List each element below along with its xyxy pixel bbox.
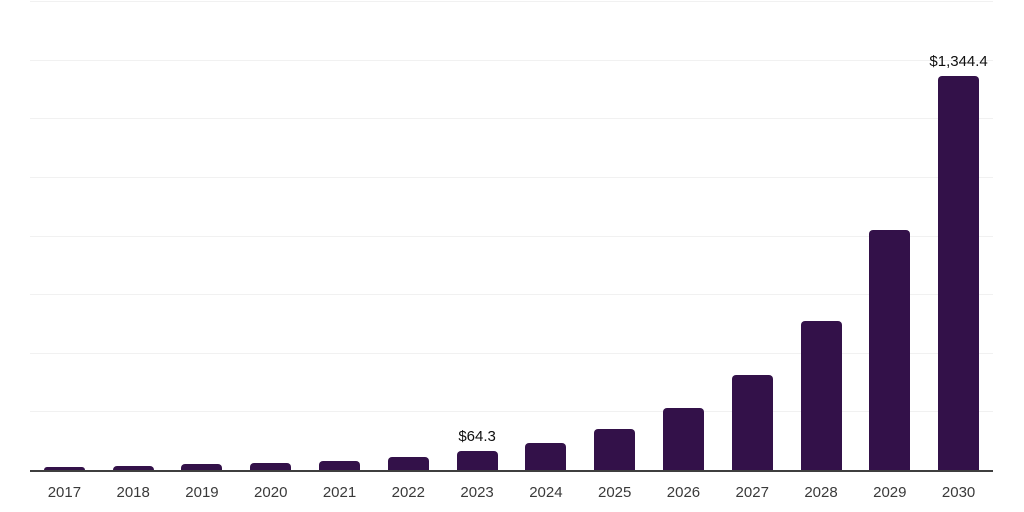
gridline-200 [30, 411, 993, 413]
gridline-600 [30, 294, 993, 296]
x-tick-2017: 2017 [47, 484, 82, 501]
gridline-1600 [30, 1, 993, 2]
x-tick-2030: 2030 [941, 484, 976, 501]
bar-2030 [938, 75, 980, 470]
bar-2024 [525, 442, 567, 470]
x-tick-2026: 2026 [666, 484, 701, 501]
value-label-2030: $1,344.4 [929, 52, 988, 70]
bar-2023 [456, 451, 498, 470]
x-tick-2021: 2021 [322, 484, 357, 501]
gridline-1200 [30, 118, 993, 120]
x-tick-2020: 2020 [254, 484, 288, 501]
bar-2025 [594, 429, 636, 470]
gridline-1400 [30, 59, 993, 61]
gridline-1000 [30, 176, 993, 178]
bar-2029 [869, 230, 911, 470]
x-tick-2029: 2029 [873, 484, 907, 501]
bar-2018 [112, 465, 154, 470]
x-tick-2022: 2022 [391, 484, 425, 501]
x-axis-line [30, 470, 993, 472]
bar-2027 [731, 375, 773, 470]
bar-2020 [250, 462, 292, 470]
bar-2028 [800, 321, 842, 470]
x-tick-2018: 2018 [116, 484, 150, 501]
bar-2021 [319, 460, 361, 470]
bar-2026 [662, 408, 704, 470]
gridline-800 [30, 235, 993, 237]
plot-area [30, 1, 993, 470]
bar-2019 [181, 464, 223, 470]
x-tick-2027: 2027 [735, 484, 769, 501]
x-tick-2024: 2024 [529, 484, 563, 501]
x-tick-2023: 2023 [460, 484, 494, 501]
bar-2022 [387, 456, 429, 470]
bar-2017 [43, 466, 85, 470]
x-tick-2025: 2025 [597, 484, 632, 501]
x-tick-2028: 2028 [804, 484, 838, 501]
gridline-400 [30, 352, 993, 354]
x-tick-2019: 2019 [185, 484, 219, 501]
value-label-2023: $64.3 [458, 428, 496, 446]
